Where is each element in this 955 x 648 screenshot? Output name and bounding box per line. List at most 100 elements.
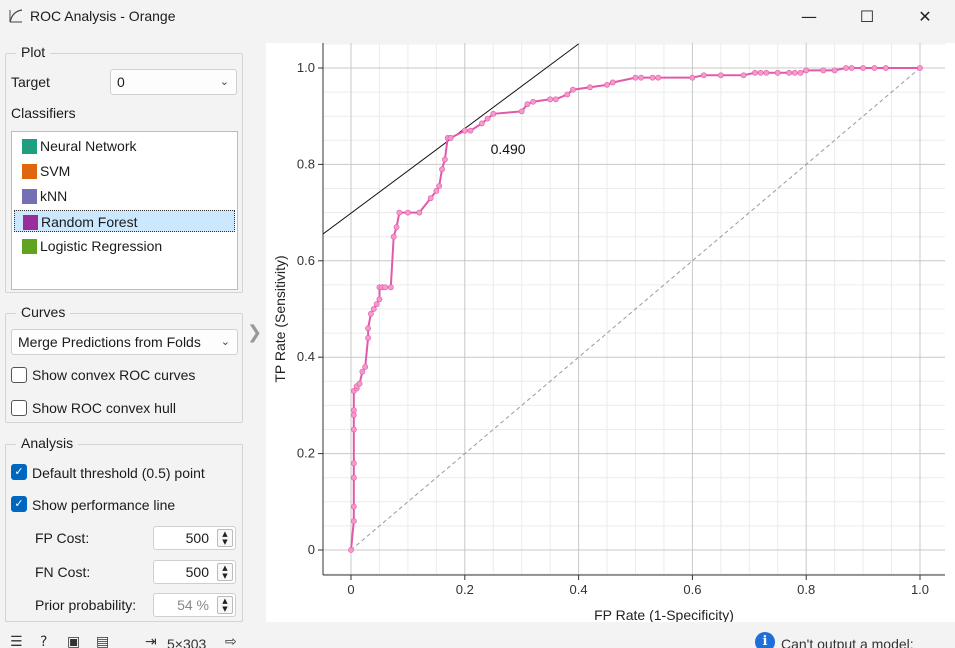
roc-curve-point <box>757 69 764 76</box>
x-tick-label: 0 <box>347 582 354 597</box>
show-convex-curves-label[interactable]: Show convex ROC curves <box>32 367 196 383</box>
fn-cost-spinbox[interactable]: 500 ▲ ▼ <box>153 560 236 584</box>
roc-curve-point <box>484 115 491 122</box>
collapse-panel-icon[interactable]: ❯ <box>247 322 263 343</box>
roc-curve-point <box>564 91 571 98</box>
roc-curve-point <box>382 284 389 291</box>
roc-curve-point <box>359 368 366 375</box>
analysis-group-title: Analysis <box>16 435 79 451</box>
output-icon: ⇨ <box>225 634 237 648</box>
default-threshold-label[interactable]: Default threshold (0.5) point <box>32 465 205 481</box>
target-value: 0 <box>117 74 125 90</box>
show-convex-curves-checkbox[interactable] <box>11 367 27 383</box>
roc-curve-point <box>370 306 377 312</box>
chevron-down-icon: ⌄ <box>219 75 229 88</box>
default-threshold-checkbox[interactable]: ✓ <box>11 464 27 480</box>
roc-curve-point <box>350 412 357 418</box>
merge-predictions-select[interactable]: Merge Predictions from Folds ⌄ <box>11 329 238 355</box>
roc-curve-point <box>427 195 434 202</box>
roc-curve-point <box>763 69 770 76</box>
y-tick-label: 0.2 <box>297 446 315 461</box>
curves-group: Curves Merge Predictions from Folds ⌄ Sh… <box>5 304 243 423</box>
spin-arrows-icon[interactable]: ▲ ▼ <box>217 596 233 614</box>
info-icon: i <box>755 632 775 648</box>
show-convex-hull-checkbox[interactable] <box>11 400 27 416</box>
roc-curve-point <box>350 460 357 467</box>
roc-curve-point <box>433 188 440 194</box>
classifier-item-logistic-regression[interactable]: Logistic Regression <box>14 235 235 257</box>
roc-curve-point <box>638 74 645 81</box>
classifier-color-swatch <box>22 164 37 179</box>
performance-line-label[interactable]: Show performance line <box>32 497 176 513</box>
roc-curve-point <box>365 325 371 332</box>
prior-probability-spinbox[interactable]: 54 % ▲ ▼ <box>153 593 236 617</box>
roc-chart[interactable]: 0 0.2 0.4 0.6 0.8 1.0 0 0.2 0.4 0.6 0.8 1.0 FP Rate … <box>266 43 955 622</box>
roc-curve-point <box>478 120 485 127</box>
maximize-button[interactable]: ☐ <box>859 6 875 26</box>
roc-curve-point <box>774 69 781 76</box>
roc-curve-point <box>350 474 357 481</box>
close-button[interactable]: ✕ <box>918 6 932 26</box>
roc-curve-point <box>848 65 855 71</box>
data-size-text: 5×303 <box>167 636 207 648</box>
roc-curve-point <box>649 74 656 81</box>
roc-plot[interactable]: 0 0.2 0.4 0.6 0.8 1.0 0 0.2 0.4 0.6 0.8 1.0 FP Rate … <box>266 43 955 622</box>
classifier-item-knn[interactable]: kNN <box>14 185 235 207</box>
fp-cost-spinbox[interactable]: 500 ▲ ▼ <box>153 526 236 550</box>
roc-curve-point <box>461 127 468 134</box>
roc-curve-point <box>350 518 357 524</box>
roc-curve-point <box>348 547 354 553</box>
status-message: Can't output a model: <box>781 636 914 648</box>
help-icon[interactable]: ? <box>40 634 48 648</box>
x-tick-label: 0.8 <box>797 582 815 597</box>
spin-arrows-icon[interactable]: ▲ ▼ <box>217 563 233 581</box>
report-icon[interactable]: ▤ <box>96 634 110 648</box>
roc-curve-point <box>786 69 793 76</box>
status-bar: ☰ ? ▣ ▤ ⇥ 5×303 ⇨ i Can't output a model… <box>0 626 955 648</box>
classifier-color-swatch <box>22 139 37 154</box>
target-select[interactable]: 0 ⌄ <box>110 69 237 95</box>
fp-cost-label: FP Cost: <box>35 530 90 546</box>
roc-curve-point <box>356 380 363 387</box>
minimize-button[interactable]: — <box>801 6 817 26</box>
menu-icon[interactable]: ☰ <box>10 634 23 648</box>
roc-curve-point <box>632 74 639 81</box>
roc-curve-point <box>860 65 866 71</box>
random-classifier-diagonal <box>350 67 921 551</box>
roc-curve-point <box>447 134 454 141</box>
roc-curve-point <box>803 67 810 74</box>
classifier-label: SVM <box>40 163 71 179</box>
plot-content: 0.490 <box>323 43 923 553</box>
roc-curve-point <box>604 81 610 88</box>
show-convex-hull-label[interactable]: Show ROC convex hull <box>32 400 176 416</box>
performance-line-checkbox[interactable]: ✓ <box>11 496 27 512</box>
spin-arrows-icon[interactable]: ▲ ▼ <box>217 529 233 547</box>
roc-curve-point <box>547 96 554 103</box>
curves-group-title: Curves <box>16 304 71 320</box>
classifiers-list[interactable]: Neural Network SVM kNN Random Forest Log… <box>11 131 238 290</box>
prior-probability-value: 54 % <box>177 597 209 613</box>
save-icon[interactable]: ▣ <box>67 634 81 648</box>
y-axis-label: TP Rate (Sensitivity) <box>272 255 288 382</box>
input-icon: ⇥ <box>145 634 157 648</box>
classifier-item-random-forest[interactable]: Random Forest <box>14 210 235 232</box>
window-title: ROC Analysis - Orange <box>30 8 176 24</box>
classifier-color-swatch <box>22 239 37 254</box>
roc-curve-icon <box>9 9 23 23</box>
roc-curve-point <box>387 284 394 291</box>
roc-curve-point <box>843 65 849 71</box>
prior-probability-label: Prior probability: <box>35 597 137 613</box>
y-tick-label: 0.8 <box>297 156 315 171</box>
roc-curve-point <box>393 224 400 230</box>
classifier-item-neural-network[interactable]: Neural Network <box>14 135 235 157</box>
roc-curve-point <box>390 233 397 240</box>
roc-curve-point <box>552 96 559 103</box>
roc-curve-point <box>752 69 758 76</box>
roc-curve-point <box>831 67 838 74</box>
x-axis-label: FP Rate (1-Specificity) <box>594 607 734 622</box>
roc-curve-point <box>518 108 525 115</box>
classifier-color-swatch <box>22 189 37 204</box>
classifier-item-svm[interactable]: SVM <box>14 160 235 182</box>
x-tick-label: 0.2 <box>456 582 474 597</box>
title-bar: ROC Analysis - Orange — ☐ ✕ <box>0 0 955 32</box>
